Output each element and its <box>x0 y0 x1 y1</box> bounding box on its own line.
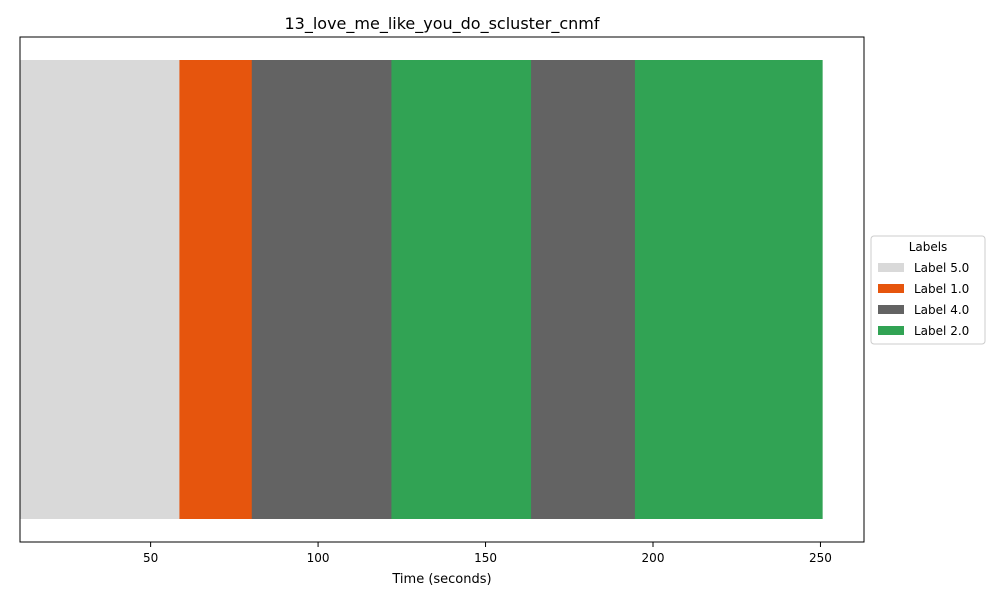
legend-swatch-4 <box>878 326 904 335</box>
x-tick-label-150: 150 <box>474 551 497 565</box>
x-axis-ticks: 50 100 150 200 250 <box>143 542 832 565</box>
x-axis-label: Time (seconds) <box>391 572 491 587</box>
x-tick-label-250: 250 <box>809 551 832 565</box>
x-tick-label-200: 200 <box>642 551 665 565</box>
legend-label-2: Label 1.0 <box>914 282 969 296</box>
segment-bar-5 <box>531 60 636 519</box>
legend-swatch-1 <box>878 263 904 272</box>
x-tick-label-50: 50 <box>143 551 158 565</box>
legend-label-4: Label 2.0 <box>914 324 969 338</box>
legend-title: Labels <box>909 240 948 254</box>
chart-title: 13_love_me_like_you_do_scluster_cnmf <box>284 14 599 34</box>
plot-frame <box>19 36 865 543</box>
x-tick-label-100: 100 <box>307 551 330 565</box>
legend-swatch-2 <box>878 284 904 293</box>
segment-bar-1 <box>20 60 180 519</box>
segment-bar-3 <box>251 60 392 519</box>
segment-bar-2 <box>179 60 253 519</box>
legend-entries: Label 5.0 Label 1.0 Label 4.0 Label 2.0 <box>878 261 969 338</box>
legend-swatch-3 <box>878 305 904 314</box>
segment-bar-6 <box>634 60 823 519</box>
segment-bar-4 <box>391 60 532 519</box>
segments <box>20 60 823 519</box>
legend-label-3: Label 4.0 <box>914 303 969 317</box>
legend-label-1: Label 5.0 <box>914 261 969 275</box>
